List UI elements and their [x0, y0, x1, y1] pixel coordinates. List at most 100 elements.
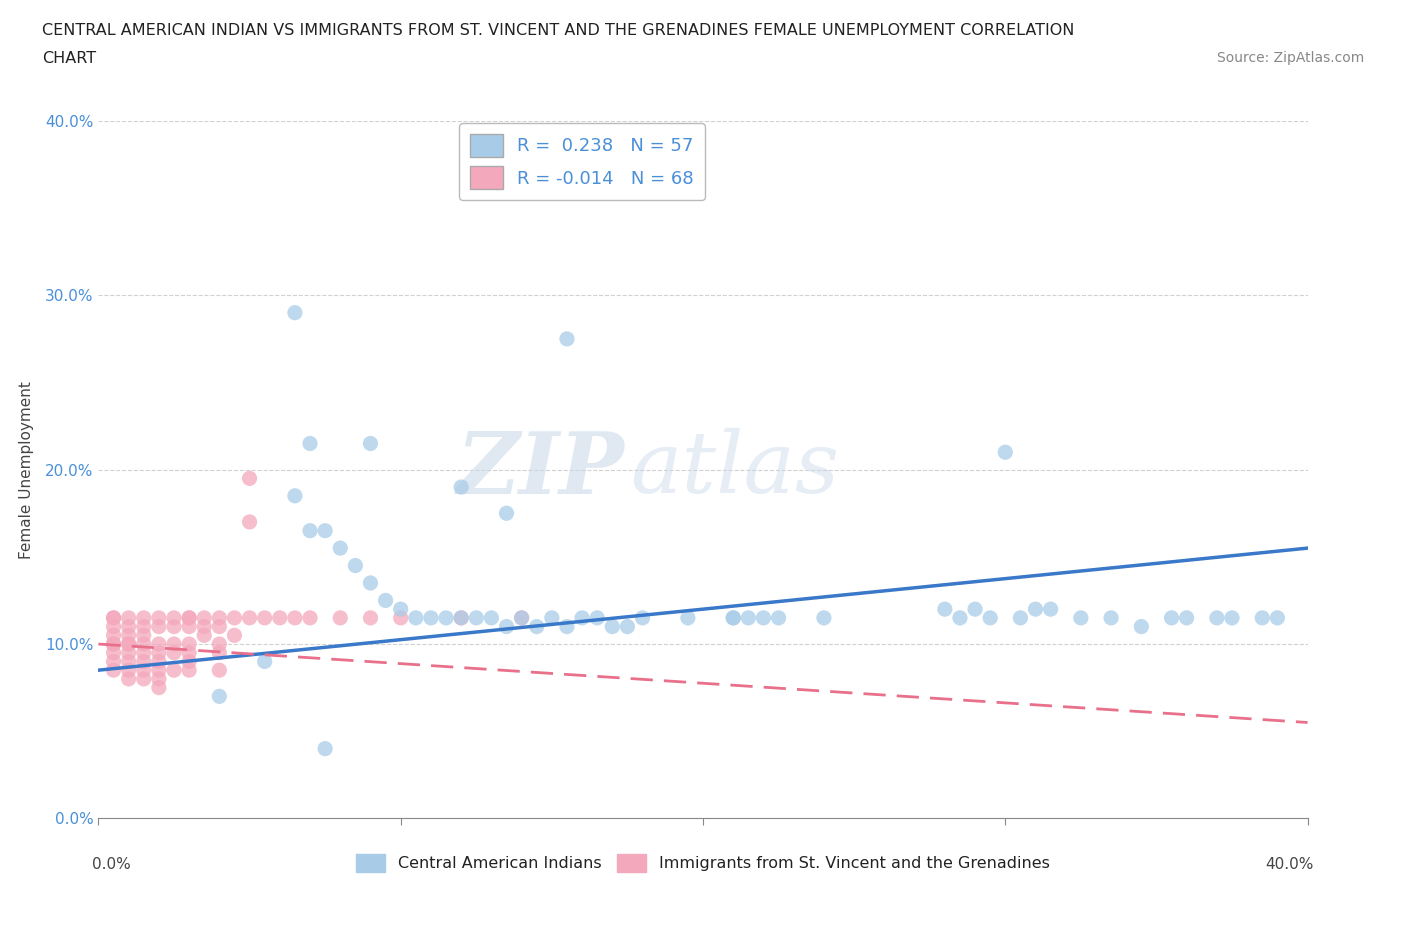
Point [1039, 602, 1062, 617]
Point [616, 619, 638, 634]
Point [118, 610, 141, 625]
Point [571, 610, 593, 625]
Point [208, 689, 231, 704]
Point [1220, 610, 1243, 625]
Point [103, 610, 125, 625]
Point [193, 628, 215, 643]
Point [631, 610, 654, 625]
Point [934, 602, 956, 617]
Point [495, 506, 517, 521]
Point [179, 610, 201, 625]
Point [540, 610, 562, 625]
Point [979, 610, 1001, 625]
Point [269, 610, 291, 625]
Point [208, 637, 231, 652]
Point [676, 610, 699, 625]
Point [132, 610, 155, 625]
Point [132, 619, 155, 634]
Point [118, 645, 141, 660]
Point [450, 610, 472, 625]
Point [253, 654, 276, 669]
Point [103, 654, 125, 669]
Point [193, 610, 215, 625]
Point [179, 663, 201, 678]
Text: Source: ZipAtlas.com: Source: ZipAtlas.com [1216, 51, 1364, 65]
Point [481, 610, 503, 625]
Point [1160, 610, 1182, 625]
Point [450, 480, 472, 495]
Point [132, 671, 155, 686]
Point [1024, 602, 1046, 617]
Point [723, 610, 745, 625]
Point [1251, 610, 1274, 625]
Point [314, 741, 336, 756]
Point [103, 645, 125, 660]
Point [148, 610, 170, 625]
Point [450, 610, 472, 625]
Point [299, 610, 322, 625]
Point [737, 610, 759, 625]
Point [405, 610, 427, 625]
Point [163, 619, 186, 634]
Point [510, 610, 533, 625]
Point [118, 619, 141, 634]
Point [768, 610, 790, 625]
Text: CENTRAL AMERICAN INDIAN VS IMMIGRANTS FROM ST. VINCENT AND THE GRENADINES FEMALE: CENTRAL AMERICAN INDIAN VS IMMIGRANTS FR… [42, 23, 1074, 38]
Point [103, 610, 125, 625]
Point [389, 610, 412, 625]
Point [179, 645, 201, 660]
Point [132, 663, 155, 678]
Text: 0.0%: 0.0% [93, 857, 131, 871]
Point [118, 654, 141, 669]
Point [374, 593, 396, 608]
Point [179, 610, 201, 625]
Point [148, 671, 170, 686]
Point [118, 663, 141, 678]
Point [179, 637, 201, 652]
Text: CHART: CHART [42, 51, 96, 66]
Point [360, 576, 382, 591]
Point [299, 524, 322, 538]
Point [208, 645, 231, 660]
Point [299, 436, 322, 451]
Point [949, 610, 972, 625]
Point [555, 331, 578, 346]
Point [284, 610, 307, 625]
Point [148, 680, 170, 695]
Point [752, 610, 775, 625]
Point [163, 645, 186, 660]
Point [1267, 610, 1289, 625]
Point [103, 637, 125, 652]
Point [389, 602, 412, 617]
Point [344, 558, 367, 573]
Point [329, 540, 352, 555]
Point [239, 610, 262, 625]
Point [132, 654, 155, 669]
Point [103, 637, 125, 652]
Point [253, 610, 276, 625]
Point [1070, 610, 1092, 625]
Point [329, 610, 352, 625]
Point [208, 610, 231, 625]
Legend: Central American Indians, Immigrants from St. Vincent and the Grenadines: Central American Indians, Immigrants fro… [349, 845, 1057, 880]
Text: atlas: atlas [630, 429, 839, 511]
Text: ZIP: ZIP [457, 428, 624, 512]
Point [510, 610, 533, 625]
Point [103, 619, 125, 634]
Text: 40.0%: 40.0% [1265, 857, 1313, 871]
Point [1099, 610, 1122, 625]
Point [148, 663, 170, 678]
Point [360, 610, 382, 625]
Point [723, 610, 745, 625]
Point [602, 619, 624, 634]
Point [1010, 610, 1032, 625]
Point [132, 628, 155, 643]
Point [586, 610, 609, 625]
Point [179, 654, 201, 669]
Point [132, 637, 155, 652]
Point [118, 671, 141, 686]
Point [103, 663, 125, 678]
Point [148, 645, 170, 660]
Y-axis label: Female Unemployment: Female Unemployment [18, 380, 34, 559]
Point [163, 610, 186, 625]
